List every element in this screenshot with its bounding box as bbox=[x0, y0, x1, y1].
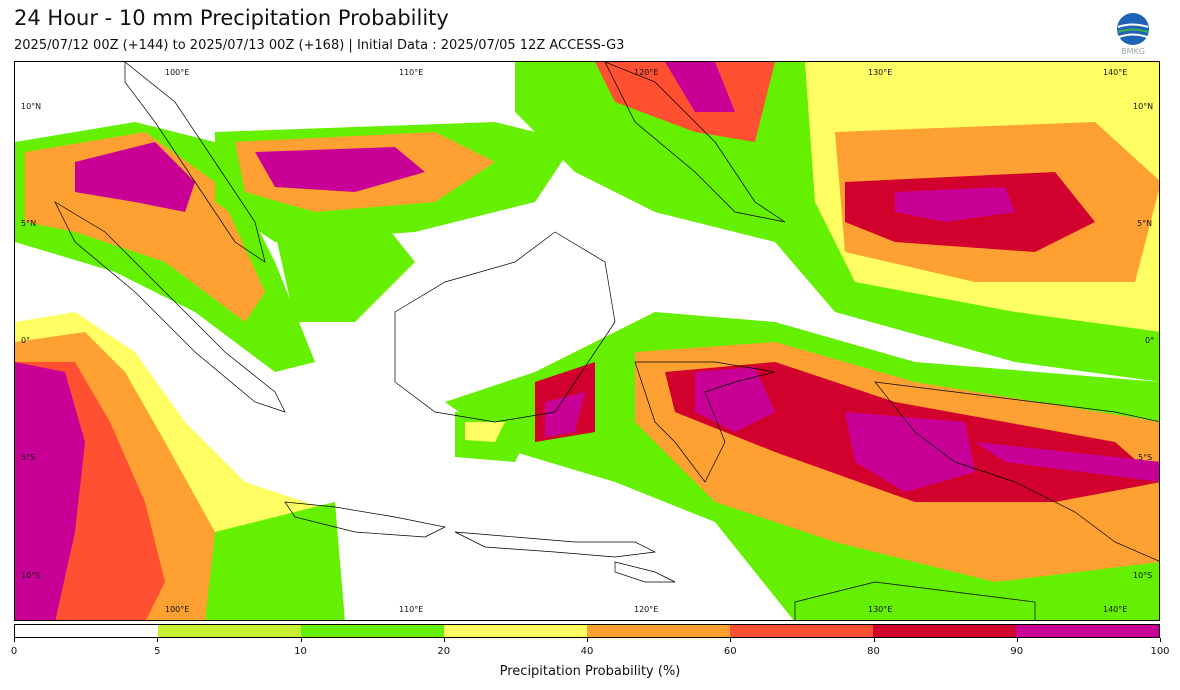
colorbar-segment bbox=[1016, 625, 1159, 637]
colorbar-segment bbox=[873, 625, 1016, 637]
colorbar-tick-label: 40 bbox=[580, 646, 594, 657]
prob-area bbox=[275, 212, 415, 322]
lat-label-left-10n: 10°N bbox=[21, 102, 42, 111]
coast-indochina bbox=[124, 62, 266, 263]
coast-sumatra bbox=[54, 201, 286, 413]
coast-nusa-tenggara bbox=[454, 531, 657, 558]
colorbar-tick-label: 5 bbox=[154, 646, 161, 657]
prob-area bbox=[75, 142, 195, 212]
prob-area bbox=[205, 502, 345, 620]
lat-label-left-0: 0° bbox=[21, 336, 31, 345]
prob-area bbox=[255, 147, 425, 192]
lon-label-bottom-130: 130°E bbox=[868, 605, 893, 614]
colorbar-tick-mark bbox=[300, 638, 302, 642]
colorbar-segment bbox=[730, 625, 873, 637]
lat-label-right-0: 0° bbox=[1145, 336, 1155, 345]
bmkg-logo-text: BMKG bbox=[1121, 47, 1145, 56]
prob-area bbox=[895, 187, 1015, 222]
lon-label-top-110: 110°E bbox=[399, 68, 424, 77]
colorbar-segment bbox=[444, 625, 587, 637]
colorbar-tick-label: 60 bbox=[723, 646, 737, 657]
lat-label-right-5n: 5°N bbox=[1137, 219, 1153, 228]
precipitation-map: 100°E 110°E 120°E 130°E 140°E 100°E 110°… bbox=[14, 61, 1160, 621]
coast-borneo bbox=[394, 231, 616, 423]
coast-australia bbox=[794, 581, 1036, 620]
lat-label-left-10s: 10°S bbox=[21, 571, 41, 580]
lat-label-left-5s: 5°S bbox=[21, 453, 36, 462]
prob-area bbox=[695, 367, 775, 432]
coastlines bbox=[54, 62, 1159, 620]
colorbar-tick-mark bbox=[14, 638, 15, 642]
colorbar-tick-mark bbox=[730, 638, 732, 642]
lon-label-top-100: 100°E bbox=[165, 68, 190, 77]
lat-label-left-5n: 5°N bbox=[21, 219, 37, 228]
lat-label-right-5s: 5°S bbox=[1138, 453, 1153, 462]
bmkg-logo-icon: BMKG bbox=[1117, 13, 1149, 56]
colorbar-tick-label: 90 bbox=[1010, 646, 1024, 657]
colorbar-tick-mark bbox=[157, 638, 159, 642]
colorbar-tick-label: 10 bbox=[294, 646, 307, 657]
colorbar-segment bbox=[158, 625, 301, 637]
prob-area bbox=[975, 442, 1159, 482]
coast-sulawesi bbox=[634, 361, 776, 483]
lon-label-bottom-110: 110°E bbox=[399, 605, 424, 614]
chart-subtitle: 2025/07/12 00Z (+144) to 2025/07/13 00Z … bbox=[14, 38, 625, 53]
colorbar-segment bbox=[15, 625, 158, 637]
colorbar-tick-label: 100 bbox=[1150, 646, 1170, 657]
prob-area bbox=[845, 412, 975, 492]
lon-label-top-140: 140°E bbox=[1103, 68, 1128, 77]
colorbar bbox=[14, 624, 1160, 638]
colorbar-tick-mark bbox=[443, 638, 445, 642]
colorbar-title: Precipitation Probability (%) bbox=[499, 664, 681, 679]
prob-area bbox=[545, 392, 585, 437]
probability-fill bbox=[15, 62, 1159, 620]
coast-timor bbox=[614, 561, 676, 583]
lon-label-bottom-120: 120°E bbox=[634, 605, 659, 614]
colorbar-ticks: 0 5 10 20 40 60 80 90 100 bbox=[10, 638, 1170, 660]
prob-area bbox=[595, 62, 775, 142]
colorbar-tick-label: 20 bbox=[437, 646, 451, 657]
lon-label-bottom-100: 100°E bbox=[165, 605, 190, 614]
coast-papua bbox=[874, 381, 1159, 562]
lat-label-right-10s: 10°S bbox=[1133, 571, 1153, 580]
coast-philippines bbox=[604, 62, 786, 223]
lon-label-bottom-140: 140°E bbox=[1103, 605, 1128, 614]
lon-label-top-130: 130°E bbox=[868, 68, 893, 77]
colorbar-segment bbox=[301, 625, 444, 637]
colorbar-segment bbox=[587, 625, 730, 637]
prob-area bbox=[15, 362, 85, 620]
colorbar-tick-mark bbox=[1160, 638, 1161, 642]
coast-java bbox=[284, 501, 447, 538]
colorbar-tick-label: 0 bbox=[10, 646, 18, 657]
chart-title: 24 Hour - 10 mm Precipitation Probabilit… bbox=[14, 6, 449, 30]
colorbar-tick-mark bbox=[873, 638, 875, 642]
precipitation-field bbox=[15, 62, 1159, 620]
colorbar-tick-mark bbox=[587, 638, 588, 642]
prob-area bbox=[465, 422, 505, 442]
colorbar-tick-label: 80 bbox=[867, 646, 880, 657]
lat-label-right-10n: 10°N bbox=[1133, 102, 1154, 111]
lon-label-top-120: 120°E bbox=[634, 68, 659, 77]
prob-area bbox=[665, 62, 735, 112]
colorbar-tick-mark bbox=[1016, 638, 1018, 642]
